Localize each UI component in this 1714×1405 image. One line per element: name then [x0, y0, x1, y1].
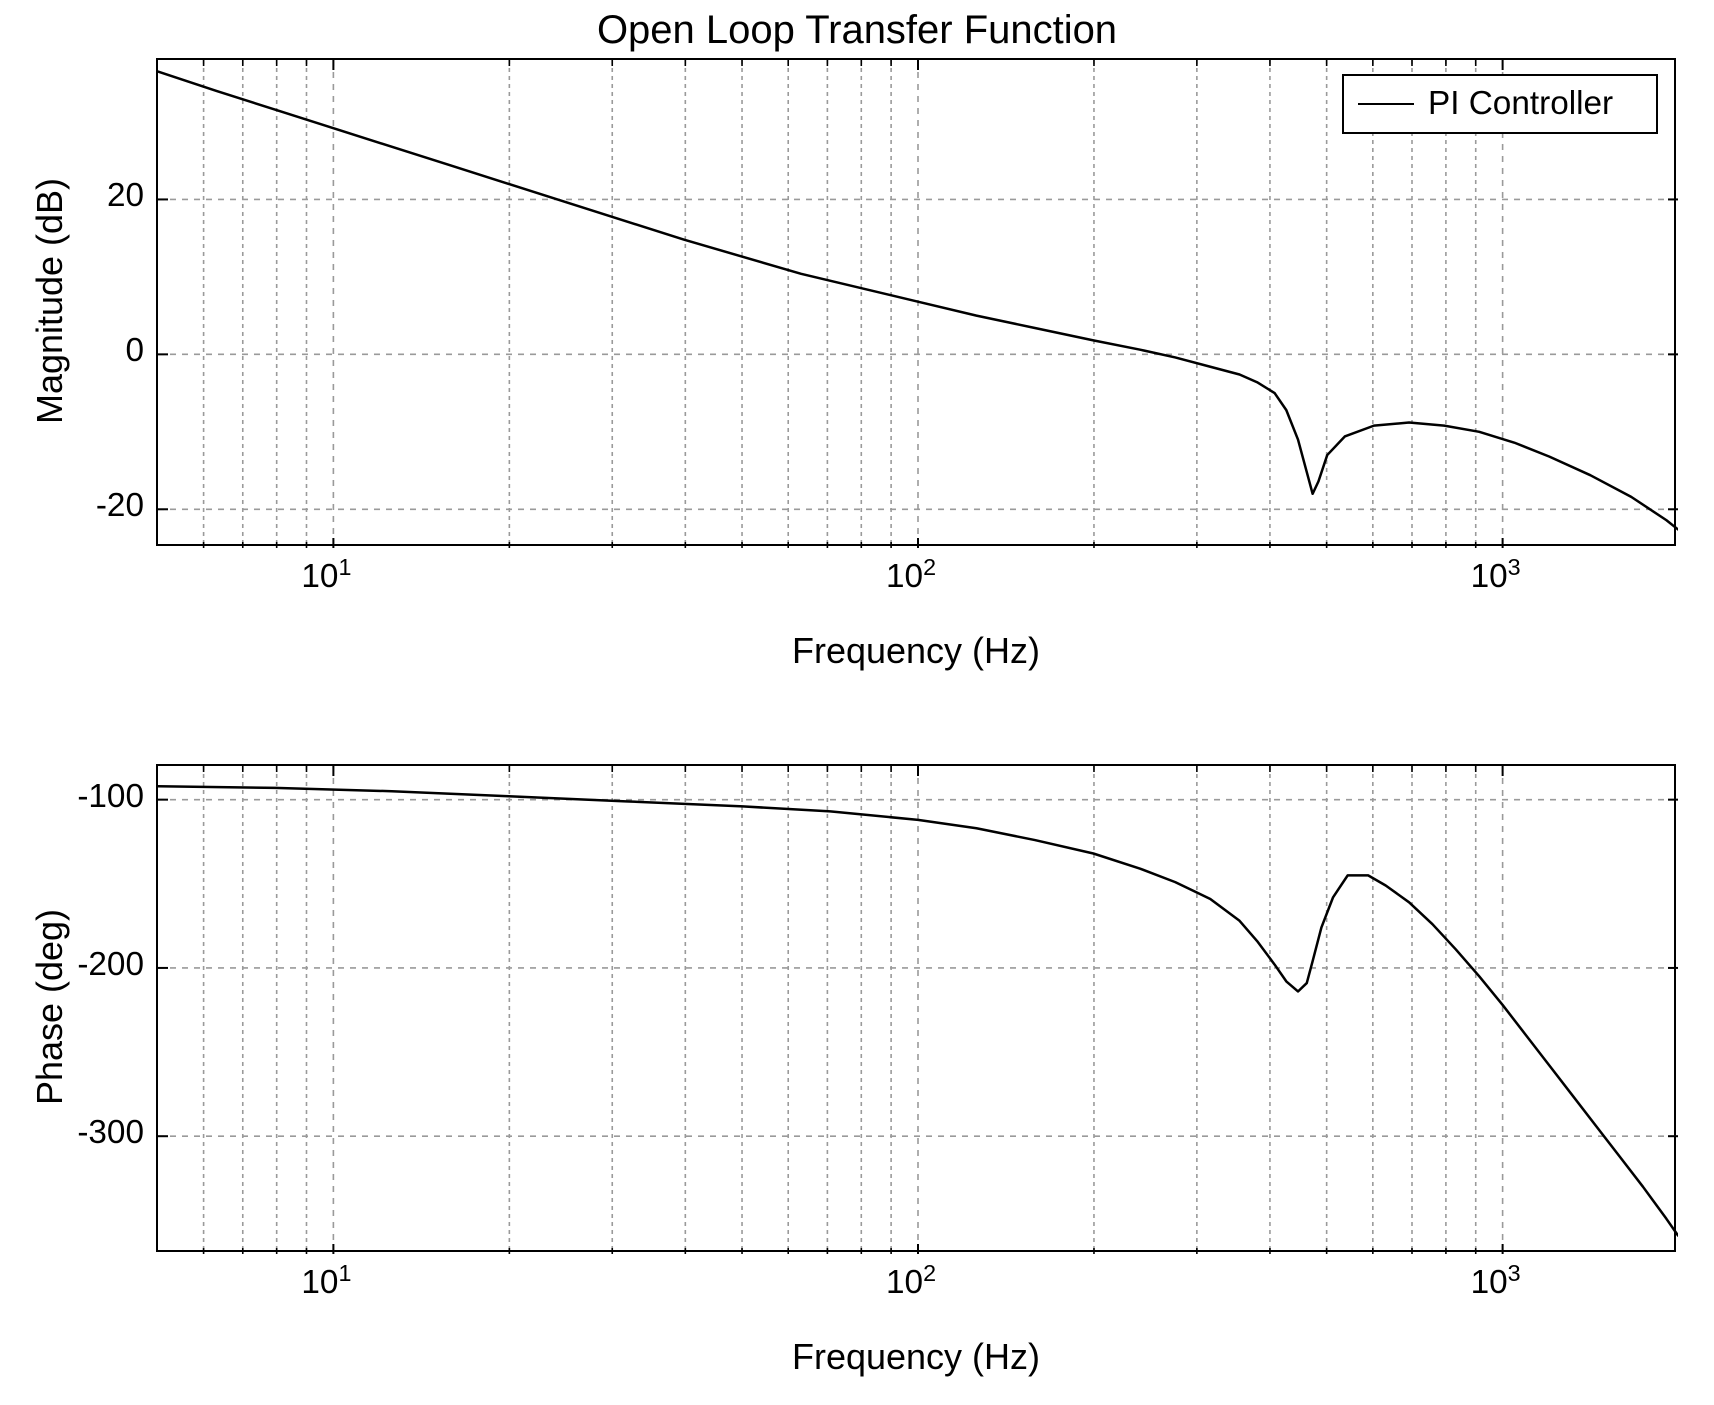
ytick-label: 20 — [107, 177, 144, 215]
legend-line-sample — [1358, 103, 1414, 105]
ytick-label: 0 — [125, 332, 144, 370]
legend-label: PI Controller — [1428, 85, 1613, 123]
bode-figure: Open Loop Transfer Function Magnitude (d… — [0, 0, 1714, 1405]
magnitude-axes: PI Controller — [156, 58, 1676, 546]
legend: PI Controller — [1342, 74, 1658, 134]
xtick-label: 102 — [886, 1260, 936, 1302]
ytick-label: -100 — [77, 778, 144, 816]
phase-ylabel: Phase (deg) — [29, 763, 71, 1251]
xtick-label: 102 — [886, 554, 936, 596]
phase-axes — [156, 764, 1676, 1252]
ytick-label: -200 — [77, 946, 144, 984]
magnitude-ylabel: Magnitude (dB) — [29, 57, 71, 545]
figure-title: Open Loop Transfer Function — [0, 8, 1714, 53]
phase-xlabel: Frequency (Hz) — [156, 1336, 1676, 1378]
ytick-label: -20 — [96, 487, 144, 525]
phase-plot-svg — [158, 766, 1678, 1254]
xtick-label: 103 — [1471, 554, 1521, 596]
xtick-label: 101 — [301, 554, 351, 596]
ytick-label: -300 — [77, 1114, 144, 1152]
magnitude-xlabel: Frequency (Hz) — [156, 630, 1676, 672]
xtick-label: 101 — [301, 1260, 351, 1302]
xtick-label: 103 — [1471, 1260, 1521, 1302]
